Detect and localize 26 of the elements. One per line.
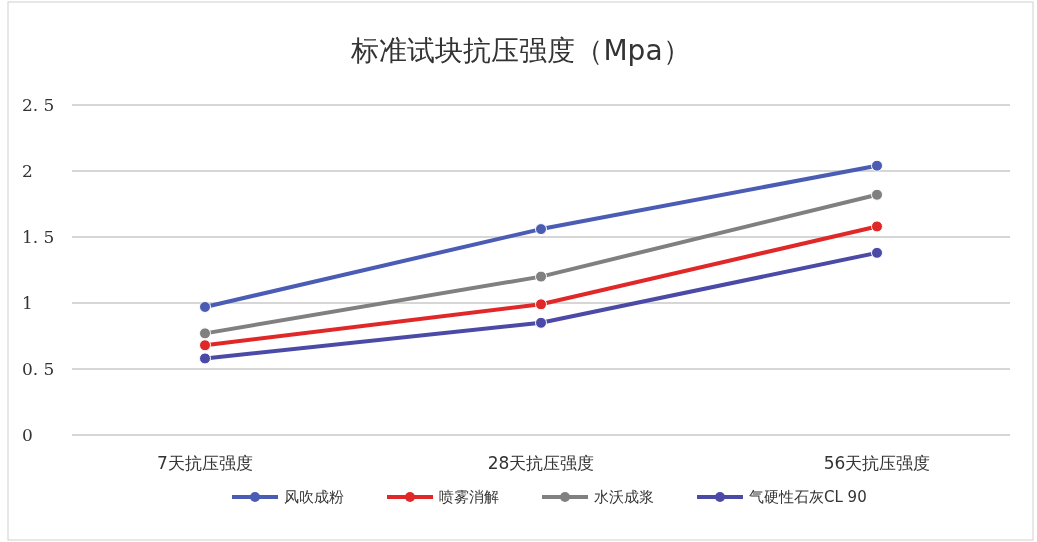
point xyxy=(535,298,547,311)
point xyxy=(871,188,883,201)
y-tick-label: 0. 5 xyxy=(22,358,55,379)
point xyxy=(871,220,883,233)
point xyxy=(871,159,883,172)
legend-label: 水沃成浆 xyxy=(594,488,654,507)
y-tick-label: 1. 5 xyxy=(22,226,55,247)
y-tick-label: 2. 5 xyxy=(22,94,55,115)
y-tick-label: 0 xyxy=(22,424,33,445)
point xyxy=(535,270,547,283)
chart-title: 标准试块抗压强度（Mpa） xyxy=(350,34,691,67)
point xyxy=(199,300,211,313)
point xyxy=(199,352,211,365)
point xyxy=(199,339,211,352)
x-tick-label: 56天抗压强度 xyxy=(823,453,931,473)
point xyxy=(871,246,883,259)
point xyxy=(535,316,547,329)
x-tick-label: 7天抗压强度 xyxy=(157,453,253,473)
legend-label: 风吹成粉 xyxy=(284,488,344,507)
point xyxy=(199,327,211,340)
legend-label: 喷雾消解 xyxy=(439,488,499,507)
y-tick-label: 2 xyxy=(22,160,33,181)
y-tick-label: 1 xyxy=(22,292,33,313)
point xyxy=(535,223,547,236)
x-tick-label: 28天抗压强度 xyxy=(487,453,595,473)
legend-label: 气硬性石灰CL 90 xyxy=(749,488,867,507)
